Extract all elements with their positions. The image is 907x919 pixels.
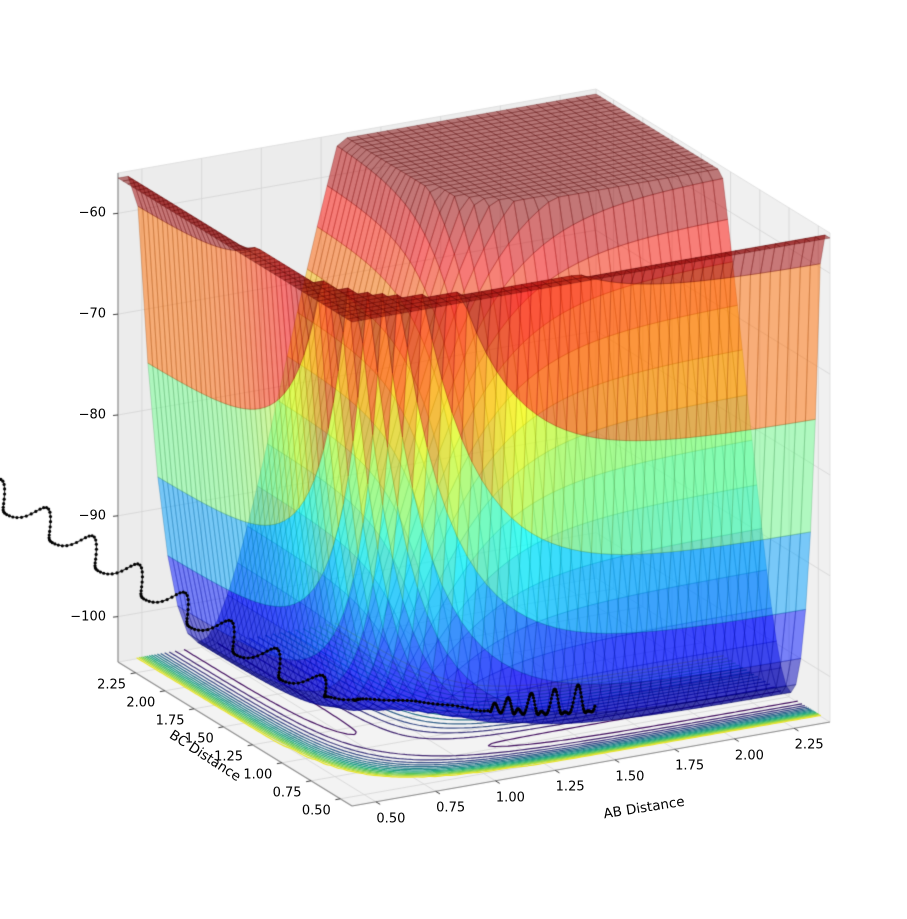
x-tick-label: 0.75 (436, 800, 466, 816)
x-tick-label: 1.75 (675, 758, 705, 774)
z-tick-label: −70 (78, 306, 106, 322)
y-tick-label: 1.25 (214, 749, 244, 765)
x-tick-label: 2.25 (794, 737, 824, 753)
y-tick-label: 1.50 (184, 731, 214, 747)
y-tick-label: 2.00 (126, 695, 156, 711)
z-tick-label: −80 (78, 407, 106, 423)
y-tick-label: 2.25 (97, 677, 127, 693)
z-tick-label: −90 (78, 508, 106, 524)
z-tick-label: −60 (78, 205, 106, 221)
x-tick-label: 2.00 (734, 748, 764, 764)
x-tick-label: 1.50 (615, 769, 645, 785)
y-tick-label: 0.50 (301, 803, 331, 819)
z-tick-label: −100 (70, 609, 106, 625)
y-tick-label: 1.00 (243, 767, 273, 783)
x-tick-label: 0.50 (376, 811, 406, 827)
x-tick-label: 1.00 (495, 790, 525, 806)
x-tick-label: 1.25 (555, 779, 585, 795)
y-tick-label: 1.75 (155, 713, 185, 729)
y-tick-label: 0.75 (272, 785, 302, 801)
